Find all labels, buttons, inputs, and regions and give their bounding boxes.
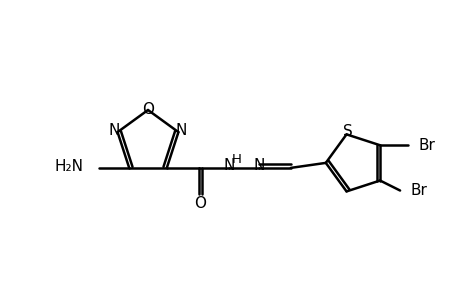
Text: S: S — [342, 124, 352, 139]
Text: H: H — [231, 153, 241, 167]
Text: N: N — [223, 158, 234, 173]
Text: N: N — [252, 158, 264, 173]
Text: Br: Br — [417, 138, 434, 153]
Text: H₂N: H₂N — [54, 159, 83, 174]
Text: O: O — [193, 196, 205, 211]
Text: O: O — [142, 101, 154, 116]
Text: N: N — [175, 123, 187, 138]
Text: Br: Br — [409, 183, 426, 198]
Text: N: N — [109, 123, 120, 138]
